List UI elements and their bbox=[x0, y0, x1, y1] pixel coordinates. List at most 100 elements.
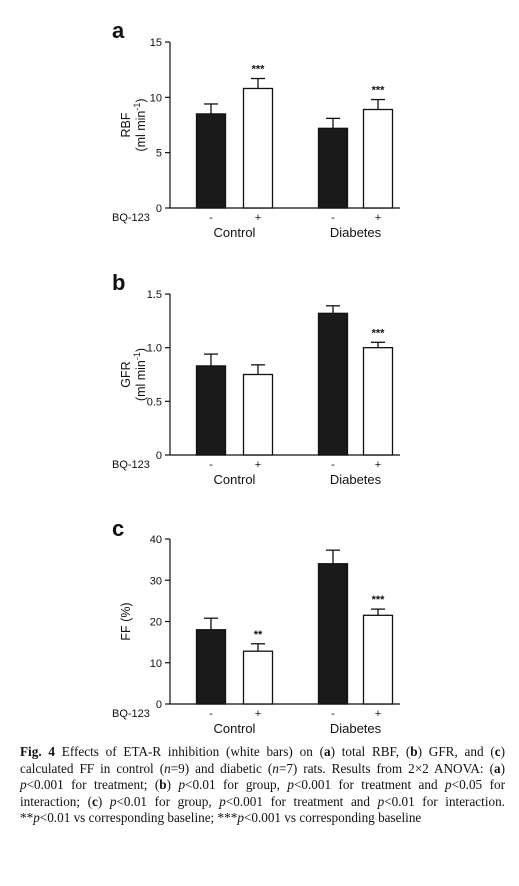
y-axis-label-unit: (ml min bbox=[134, 111, 148, 152]
figure-caption: Fig. 4 Effects of ETA-R inhibition (whit… bbox=[20, 744, 505, 827]
caption-part: p bbox=[219, 793, 226, 809]
bar-treated-control bbox=[242, 650, 274, 705]
caption-part: p bbox=[287, 777, 294, 793]
treatment-level-label: - bbox=[331, 708, 335, 720]
y-tick-label: 0 bbox=[156, 450, 162, 462]
bar-treated-control bbox=[242, 373, 274, 456]
significance-marker: *** bbox=[372, 594, 386, 606]
treatment-level-label: - bbox=[331, 459, 335, 471]
group-label-diabetes: Diabetes bbox=[330, 225, 382, 240]
caption-part: Effects of ETA-R inhibition (white bars)… bbox=[54, 744, 324, 759]
y-axis-label-unit: (ml min bbox=[134, 360, 148, 401]
y-tick-label: 30 bbox=[150, 575, 162, 587]
treatment-level-label: - bbox=[209, 708, 213, 720]
y-axis-label: FF (%) bbox=[119, 602, 133, 640]
caption-part: ) bbox=[166, 777, 179, 793]
caption-part: p bbox=[109, 793, 117, 809]
treatment-label: BQ-123 bbox=[112, 708, 150, 720]
caption-part: ) bbox=[500, 760, 505, 776]
caption-part: p bbox=[445, 777, 452, 793]
y-tick-label: 0.5 bbox=[147, 396, 162, 408]
significance-marker: *** bbox=[252, 64, 266, 76]
bar-baseline-control bbox=[195, 629, 227, 705]
bar-baseline-diabetes bbox=[317, 312, 349, 456]
panel-letter: b bbox=[112, 270, 125, 295]
y-tick-label: 10 bbox=[150, 658, 162, 670]
y-axis-label-name: FF (%) bbox=[119, 602, 133, 640]
treatment-level-label: - bbox=[209, 212, 213, 224]
caption-part: a bbox=[493, 760, 501, 776]
caption-part: b bbox=[159, 777, 167, 793]
bar-baseline-diabetes bbox=[317, 563, 349, 705]
y-axis-label: GFR(ml min-1) bbox=[119, 348, 148, 401]
caption-part: b bbox=[410, 744, 418, 759]
treatment-level-label: - bbox=[331, 212, 335, 224]
group-label-control: Control bbox=[214, 225, 256, 240]
chart-panel-c: c 0 10 20 30 40 FF (%) - - ** + *** + BQ-123 Control Di… bbox=[112, 516, 400, 736]
treatment-level-label: + bbox=[255, 212, 261, 224]
significance-marker: *** bbox=[372, 85, 386, 97]
treatment-label: BQ-123 bbox=[112, 212, 150, 224]
panel-letter: a bbox=[112, 18, 125, 43]
bar-baseline-control bbox=[195, 365, 227, 456]
caption-part: ) bbox=[97, 793, 110, 809]
treatment-level-label: + bbox=[375, 212, 381, 224]
caption-part: ) calculated FF in control ( bbox=[20, 744, 505, 776]
caption-part: c bbox=[494, 744, 501, 759]
caption-part: c bbox=[92, 793, 98, 809]
caption-part: =9) and diabetic ( bbox=[170, 760, 273, 776]
bar-treated-diabetes bbox=[362, 614, 394, 705]
group-label-diabetes: Diabetes bbox=[330, 721, 382, 736]
y-tick-label: 1.0 bbox=[147, 343, 162, 355]
caption-part: n bbox=[164, 760, 171, 776]
caption-part: ) GFR, and ( bbox=[417, 744, 495, 759]
y-tick-label: 10 bbox=[150, 92, 162, 104]
y-tick-label: 15 bbox=[150, 37, 162, 49]
caption-part: <0.001 for treatment; ( bbox=[26, 777, 160, 793]
significance-marker: ** bbox=[254, 629, 263, 641]
treatment-level-label: - bbox=[209, 459, 213, 471]
y-axis-label: RBF(ml min-1) bbox=[119, 98, 148, 151]
y-tick-label: 20 bbox=[150, 617, 162, 629]
caption-part: <0.001 vs corresponding baseline bbox=[243, 810, 422, 826]
panel-letter: c bbox=[112, 516, 124, 541]
caption-part: <0.05 for interaction; ( bbox=[20, 777, 505, 809]
caption-part: p bbox=[178, 777, 186, 793]
chart-panel-a: a 0 5 10 15 RBF(ml min-1) - - *** + *** + BQ-123 Cont… bbox=[112, 18, 400, 240]
caption-part: <0.01 vs corresponding baseline; *** bbox=[39, 810, 238, 826]
y-tick-label: 0 bbox=[156, 203, 162, 215]
caption-part: p bbox=[377, 793, 385, 809]
caption-part: <0.001 for treatment and bbox=[225, 793, 378, 809]
y-axis-label-unit-sup: -1 bbox=[132, 103, 142, 111]
caption-part: p bbox=[237, 810, 244, 826]
caption-part: <0.01 for interaction. ** bbox=[20, 793, 505, 826]
y-tick-label: 40 bbox=[150, 534, 162, 546]
caption-part: p bbox=[20, 777, 27, 793]
caption-part: a bbox=[323, 744, 331, 759]
significance-marker: *** bbox=[372, 327, 386, 339]
bar-baseline-control bbox=[195, 113, 227, 209]
group-label-control: Control bbox=[214, 472, 256, 487]
caption-part: <0.01 for group, bbox=[116, 793, 220, 809]
bar-treated-control bbox=[242, 87, 274, 209]
caption-part: =7) rats. Results from 2×2 ANOVA: ( bbox=[278, 760, 494, 776]
y-axis-label-name: GFR bbox=[119, 361, 133, 387]
y-tick-label: 5 bbox=[156, 148, 162, 160]
caption-part: <0.01 for group, bbox=[185, 777, 288, 793]
caption-part: <0.001 for treatment and bbox=[293, 777, 446, 793]
y-tick-label: 1.5 bbox=[147, 289, 162, 301]
group-label-control: Control bbox=[214, 721, 256, 736]
chart-panel-b: b 0 0.5 1.0 1.5 GFR(ml min-1) - - + *** + BQ-123 Con… bbox=[112, 270, 400, 487]
treatment-label: BQ-123 bbox=[112, 459, 150, 471]
caption-part: ) total RBF, ( bbox=[330, 744, 411, 759]
y-axis-label-unit-close: ) bbox=[134, 348, 148, 352]
treatment-level-label: + bbox=[375, 708, 381, 720]
y-tick-label: 0 bbox=[156, 699, 162, 711]
treatment-level-label: + bbox=[375, 459, 381, 471]
y-axis-label-name: RBF bbox=[119, 112, 133, 137]
caption-part: n bbox=[272, 760, 279, 776]
group-label-diabetes: Diabetes bbox=[330, 472, 382, 487]
caption-part: p bbox=[33, 810, 40, 826]
treatment-level-label: + bbox=[255, 708, 261, 720]
